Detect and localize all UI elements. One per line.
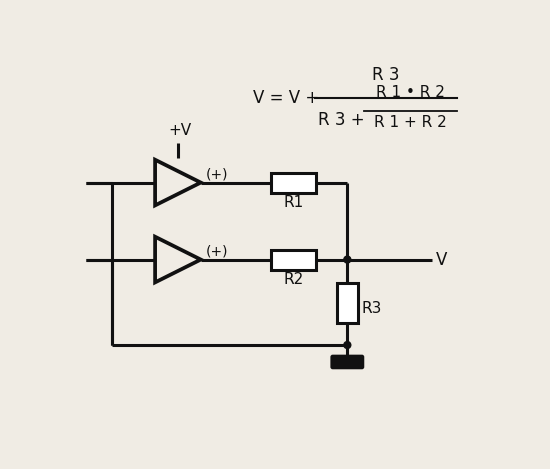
Text: (+): (+) xyxy=(206,168,229,182)
Text: V: V xyxy=(436,250,447,269)
Text: R 1 • R 2: R 1 • R 2 xyxy=(376,85,445,100)
Text: R1: R1 xyxy=(283,195,304,210)
Bar xyxy=(271,250,316,270)
Text: +V: +V xyxy=(168,123,191,138)
Text: R 1 + R 2: R 1 + R 2 xyxy=(374,115,447,130)
FancyBboxPatch shape xyxy=(331,355,364,369)
Text: R3: R3 xyxy=(361,301,382,316)
Text: V = V +: V = V + xyxy=(254,89,320,107)
Text: R2: R2 xyxy=(283,272,304,287)
Text: R 3: R 3 xyxy=(372,66,399,84)
Text: (+): (+) xyxy=(206,245,229,259)
Circle shape xyxy=(344,256,351,263)
Bar xyxy=(271,173,316,193)
Text: R 3 +: R 3 + xyxy=(318,111,365,129)
Bar xyxy=(337,283,358,324)
Circle shape xyxy=(344,341,351,348)
